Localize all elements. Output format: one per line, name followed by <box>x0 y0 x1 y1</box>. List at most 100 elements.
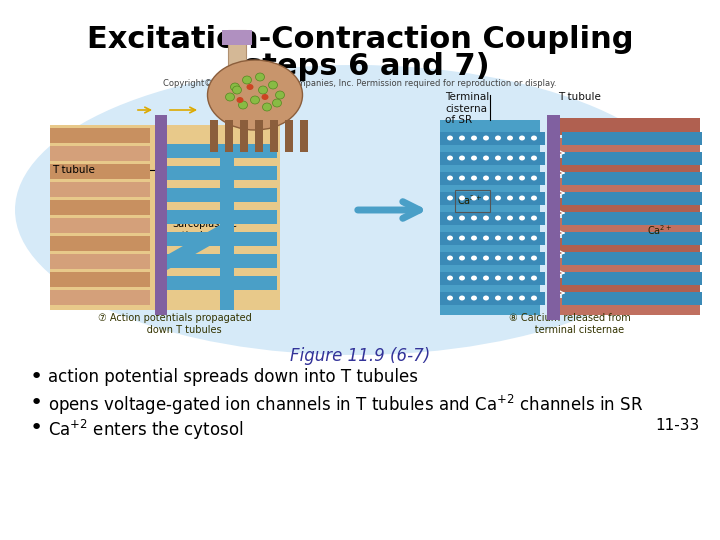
Ellipse shape <box>447 215 453 220</box>
Ellipse shape <box>236 97 243 103</box>
Ellipse shape <box>230 83 240 91</box>
Bar <box>167 210 277 224</box>
Ellipse shape <box>495 235 501 240</box>
Ellipse shape <box>471 195 477 200</box>
Ellipse shape <box>483 295 489 300</box>
Ellipse shape <box>507 255 513 260</box>
Ellipse shape <box>15 65 695 355</box>
Text: opens voltage-gated ion channels in T tubules and Ca$^{+2}$ channels in SR: opens voltage-gated ion channels in T tu… <box>48 393 644 417</box>
Ellipse shape <box>483 195 489 200</box>
Ellipse shape <box>225 93 235 101</box>
Text: Ca$^{+2}$ enters the cytosol: Ca$^{+2}$ enters the cytosol <box>48 418 243 442</box>
Bar <box>167 276 277 290</box>
Bar <box>547 115 560 320</box>
Bar <box>440 172 545 185</box>
Bar <box>562 232 702 245</box>
Ellipse shape <box>447 275 453 280</box>
Ellipse shape <box>507 156 513 160</box>
Bar <box>562 252 702 265</box>
Bar <box>440 120 540 315</box>
Ellipse shape <box>519 295 525 300</box>
Bar <box>555 138 700 155</box>
Bar <box>270 120 278 152</box>
Ellipse shape <box>459 295 465 300</box>
Bar <box>167 188 277 202</box>
Bar <box>440 212 545 225</box>
Bar <box>440 292 545 305</box>
Bar <box>440 252 545 265</box>
Ellipse shape <box>471 255 477 260</box>
Text: T tubule: T tubule <box>558 92 601 102</box>
Ellipse shape <box>495 156 501 160</box>
Ellipse shape <box>471 275 477 280</box>
Ellipse shape <box>531 176 537 180</box>
Bar <box>220 150 234 310</box>
Bar <box>562 132 702 145</box>
Bar <box>455 190 490 212</box>
Bar <box>50 164 150 179</box>
Ellipse shape <box>531 136 537 140</box>
Bar <box>555 118 700 135</box>
Bar <box>225 120 233 152</box>
Text: 11-33: 11-33 <box>656 418 700 433</box>
Text: •: • <box>30 393 43 413</box>
Ellipse shape <box>483 255 489 260</box>
Text: •: • <box>30 367 43 387</box>
Ellipse shape <box>531 156 537 160</box>
Bar <box>167 254 277 268</box>
Ellipse shape <box>531 255 537 260</box>
Bar <box>50 146 150 161</box>
Text: Figure 11.9 (6-7): Figure 11.9 (6-7) <box>290 347 430 365</box>
Bar <box>240 120 248 152</box>
Bar <box>300 120 308 152</box>
Ellipse shape <box>471 136 477 140</box>
Bar <box>562 292 702 305</box>
Ellipse shape <box>531 235 537 240</box>
Ellipse shape <box>519 275 525 280</box>
Text: (steps 6 and 7): (steps 6 and 7) <box>230 52 490 81</box>
Ellipse shape <box>471 215 477 220</box>
Text: ⑧ Calcium released from
      terminal cisternae: ⑧ Calcium released from terminal cistern… <box>509 313 631 335</box>
Bar <box>440 152 545 165</box>
Bar <box>555 178 700 195</box>
Ellipse shape <box>519 215 525 220</box>
Ellipse shape <box>495 295 501 300</box>
Ellipse shape <box>483 176 489 180</box>
Ellipse shape <box>471 235 477 240</box>
Polygon shape <box>167 225 220 270</box>
Bar <box>285 120 293 152</box>
Ellipse shape <box>447 156 453 160</box>
Ellipse shape <box>507 195 513 200</box>
Bar <box>440 272 545 285</box>
Bar <box>562 172 702 185</box>
Bar <box>562 192 702 205</box>
Bar <box>440 132 545 145</box>
Ellipse shape <box>246 84 253 90</box>
Ellipse shape <box>459 255 465 260</box>
Ellipse shape <box>447 195 453 200</box>
Ellipse shape <box>495 136 501 140</box>
Ellipse shape <box>459 156 465 160</box>
Ellipse shape <box>447 176 453 180</box>
Ellipse shape <box>459 136 465 140</box>
Ellipse shape <box>258 86 268 94</box>
Bar <box>167 232 277 246</box>
Bar <box>440 192 545 205</box>
Ellipse shape <box>507 295 513 300</box>
Bar <box>555 298 700 315</box>
Ellipse shape <box>483 215 489 220</box>
Ellipse shape <box>531 275 537 280</box>
Bar <box>167 144 277 158</box>
Ellipse shape <box>207 60 302 130</box>
Ellipse shape <box>519 195 525 200</box>
Ellipse shape <box>507 176 513 180</box>
Bar <box>555 278 700 295</box>
Ellipse shape <box>531 195 537 200</box>
Bar <box>555 218 700 235</box>
Ellipse shape <box>447 235 453 240</box>
Ellipse shape <box>261 94 269 100</box>
Ellipse shape <box>507 215 513 220</box>
Ellipse shape <box>251 96 259 104</box>
Ellipse shape <box>233 86 241 94</box>
Bar <box>440 232 545 245</box>
